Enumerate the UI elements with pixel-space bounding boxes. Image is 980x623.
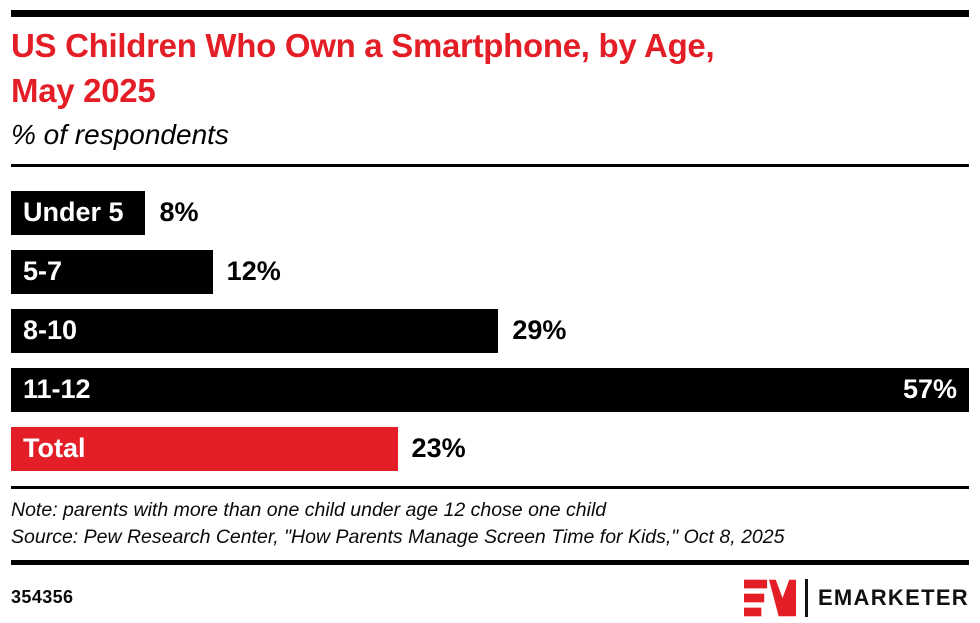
emarketer-logo-mark-icon — [743, 579, 796, 616]
chart-page: US Children Who Own a Smartphone, by Age… — [0, 10, 980, 623]
emarketer-logo-text: EMARKETER — [817, 584, 969, 610]
bar-row: Total 23% — [11, 426, 969, 471]
top-rule — [11, 10, 969, 17]
bar-value-inside: 57% — [902, 374, 957, 405]
bar-row: 11-12 57% — [11, 367, 969, 412]
bar: Under 5 — [11, 190, 146, 235]
bar: 8-10 — [11, 308, 499, 353]
footer-rule — [11, 559, 969, 565]
logo-divider — [804, 578, 808, 617]
footer: 354356 EMARKETER — [11, 578, 969, 618]
chart-title-line2: May 2025 — [11, 71, 156, 109]
note-block: Note: parents with more than one child u… — [11, 497, 969, 551]
chart-title-line1: US Children Who Own a Smartphone, by Age… — [11, 27, 715, 64]
bar-value-outside: 29% — [512, 315, 567, 346]
bar: Total — [11, 426, 398, 471]
chart-bottom-rule — [11, 485, 969, 489]
bar: 5-7 — [11, 249, 213, 294]
bar-chart: Under 5 8% 5-7 12% 8-10 29% 11-12 57% — [11, 190, 969, 471]
chart-note: Note: parents with more than one child u… — [11, 498, 607, 521]
header-divider-rule — [11, 163, 969, 167]
chart-title: US Children Who Own a Smartphone, by Age… — [11, 24, 969, 114]
emarketer-logo: EMARKETER — [743, 578, 969, 618]
chart-source: Source: Pew Research Center, "How Parent… — [11, 525, 785, 548]
bar-category-label: 8-10 — [23, 315, 78, 346]
chart-id: 354356 — [11, 587, 74, 608]
bar-category-label: Total — [23, 433, 86, 464]
bar-row: 5-7 12% — [11, 249, 969, 294]
bar-category-label: Under 5 — [23, 197, 124, 228]
bar-category-label: 11-12 — [23, 374, 91, 405]
bar: 11-12 57% — [11, 367, 969, 412]
bar-value-outside: 12% — [226, 256, 281, 287]
bar-value-outside: 23% — [411, 433, 466, 464]
bar-value-outside: 8% — [159, 197, 199, 228]
bar-category-label: 5-7 — [23, 256, 63, 287]
bar-row: 8-10 29% — [11, 308, 969, 353]
bar-row: Under 5 8% — [11, 190, 969, 235]
chart-subtitle: % of respondents — [11, 118, 229, 150]
